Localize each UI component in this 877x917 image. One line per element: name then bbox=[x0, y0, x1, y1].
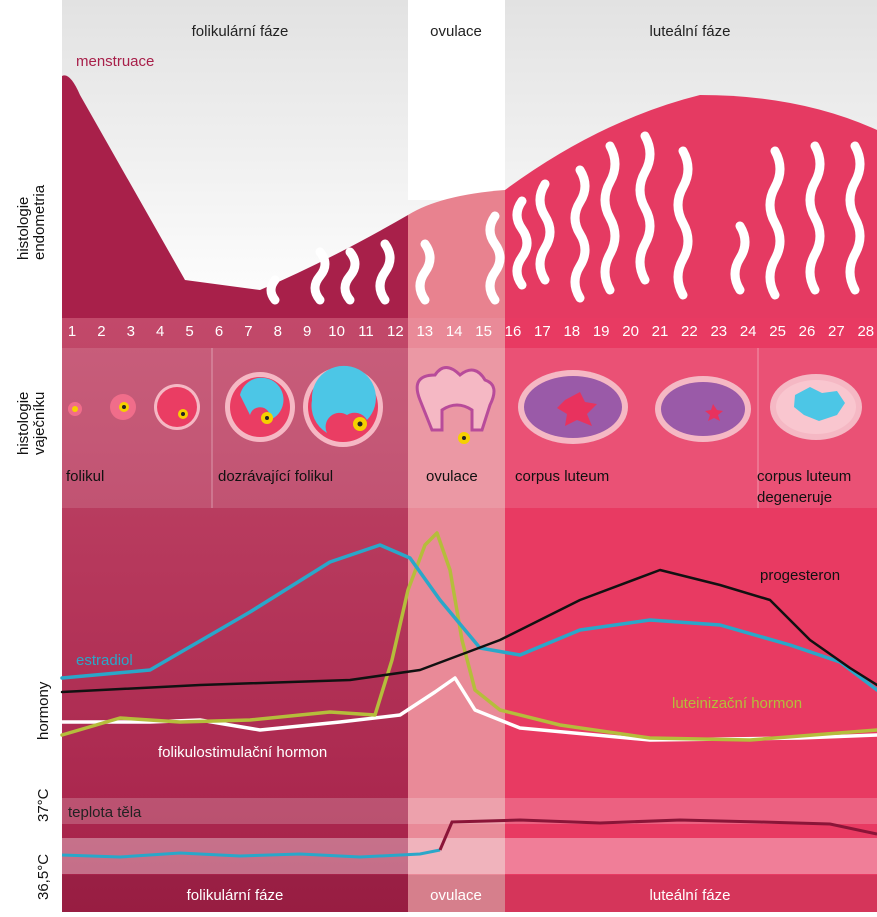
hormone-label: luteinizační hormon bbox=[672, 695, 802, 712]
day-number: 22 bbox=[681, 323, 698, 340]
ovary-label: ovulace bbox=[426, 468, 478, 485]
day-number: 9 bbox=[303, 323, 311, 340]
row-label: histologie bbox=[15, 197, 32, 260]
temperature-label: 37°C bbox=[35, 788, 52, 822]
day-number: 2 bbox=[97, 323, 105, 340]
day-number: 27 bbox=[828, 323, 845, 340]
endometrium-ovulation bbox=[408, 190, 505, 320]
day-number: 12 bbox=[387, 323, 404, 340]
ovary-label: corpus luteum bbox=[515, 468, 609, 485]
day-number: 8 bbox=[274, 323, 282, 340]
day-number: 7 bbox=[244, 323, 252, 340]
temp-band-365 bbox=[62, 838, 877, 874]
temperature-high bbox=[438, 818, 877, 851]
day-number: 18 bbox=[563, 323, 580, 340]
day-number: 20 bbox=[622, 323, 639, 340]
day-number: 23 bbox=[710, 323, 727, 340]
footer-phase: luteální fáze bbox=[650, 887, 731, 904]
endometrium-follicular bbox=[62, 75, 408, 320]
day-number: 25 bbox=[769, 323, 786, 340]
footer-phase: ovulace bbox=[430, 887, 482, 904]
endometrium-luteal bbox=[505, 95, 877, 320]
day-number: 11 bbox=[358, 323, 374, 340]
temperature-label: 36,5°C bbox=[35, 854, 52, 900]
ovary-label: degeneruje bbox=[757, 489, 832, 506]
row-label: vaječníku bbox=[31, 392, 48, 455]
ovary-label: folikul bbox=[66, 468, 104, 485]
day-number: 5 bbox=[185, 323, 193, 340]
day-number: 14 bbox=[446, 323, 463, 340]
ovary-label: dozrávající folikul bbox=[218, 468, 333, 485]
menstruation-label: menstruace bbox=[76, 53, 154, 70]
hormone-label: folikulostimulační hormon bbox=[158, 744, 327, 761]
temp-band-37 bbox=[62, 798, 877, 824]
day-number: 16 bbox=[505, 323, 522, 340]
day-number: 4 bbox=[156, 323, 164, 340]
row-label: histologie bbox=[15, 392, 32, 455]
day-number: 17 bbox=[534, 323, 551, 340]
phase-label: folikulární fáze bbox=[192, 23, 289, 40]
day-number: 1 bbox=[68, 323, 76, 340]
row-label: endometria bbox=[31, 184, 48, 260]
footer-band bbox=[62, 875, 877, 912]
day-number: 28 bbox=[857, 323, 874, 340]
footer-phase: folikulární fáze bbox=[187, 887, 284, 904]
day-numbers: 1 2 3 4 5 6 7 8 9 10 11 12 13 14 15 16 17 18 19 20 21 22 23 24 2… bbox=[68, 323, 874, 340]
day-number: 21 bbox=[652, 323, 669, 340]
day-number: 15 bbox=[475, 323, 492, 340]
phase-label: luteální fáze bbox=[650, 23, 731, 40]
row-label: hormony bbox=[35, 681, 52, 740]
phase-label: ovulace bbox=[430, 23, 482, 40]
ovary-illustrations bbox=[68, 365, 862, 447]
day-number: 19 bbox=[593, 323, 610, 340]
temperature-title: teplota těla bbox=[68, 804, 142, 821]
day-number: 24 bbox=[740, 323, 757, 340]
day-number: 6 bbox=[215, 323, 223, 340]
day-number: 26 bbox=[799, 323, 816, 340]
ovulation-top bbox=[408, 0, 505, 200]
hormone-curves bbox=[60, 531, 877, 742]
day-number: 3 bbox=[127, 323, 135, 340]
hormone-label: progesteron bbox=[760, 567, 840, 584]
temperature-low bbox=[61, 848, 441, 859]
ovary-label: corpus luteum bbox=[757, 468, 851, 485]
day-number: 13 bbox=[416, 323, 433, 340]
hormone-label: estradiol bbox=[76, 652, 133, 669]
day-number: 10 bbox=[328, 323, 345, 340]
glands bbox=[266, 131, 865, 305]
